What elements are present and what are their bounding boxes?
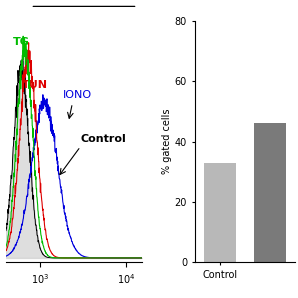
Text: TG: TG: [13, 37, 30, 47]
Text: IONO: IONO: [63, 90, 92, 100]
Bar: [254, 123, 286, 262]
Bar: [204, 163, 236, 262]
Y-axis label: % gated cells: % gated cells: [162, 109, 172, 174]
Text: TUN: TUN: [22, 80, 48, 91]
Text: Control: Control: [80, 134, 126, 144]
